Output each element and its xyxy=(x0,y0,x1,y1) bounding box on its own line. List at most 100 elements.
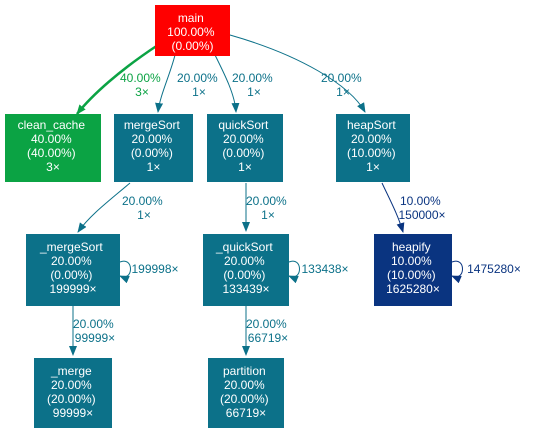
node-total-percent: 20.00% xyxy=(224,254,265,268)
node-box xyxy=(208,358,284,428)
node-function-name: heapSort xyxy=(347,118,396,132)
edge-mergesort-_mergesort: 20.00% 1× xyxy=(77,182,166,233)
node-box xyxy=(26,234,120,306)
svg-text:20.00% 1×: 20.00% 1× xyxy=(122,194,166,222)
node-call-count: 1× xyxy=(147,160,161,174)
node-partition[interactable]: partition 20.00% (20.00%) 66719× xyxy=(208,358,284,428)
node-total-percent: 40.00% xyxy=(31,132,72,146)
edge-_mergesort-self: 199998× xyxy=(119,260,179,284)
edge-label-percent: 20.00% xyxy=(321,71,362,85)
edge-label-count: 150000× xyxy=(398,208,445,222)
edge-label-count: 1475280× xyxy=(467,262,521,276)
edge-label-percent: 20.00% xyxy=(122,194,163,208)
svg-text:_quickSort 20.00%: _quickSort 20.00% (0.00%) 133439× xyxy=(215,240,276,296)
node-box xyxy=(155,5,230,56)
node-self-percent: (0.00%) xyxy=(131,146,173,160)
edge-label-percent: 40.00% xyxy=(120,71,161,85)
node-function-name: main xyxy=(178,11,204,25)
edge-main-quicksort: 20.00% 1× xyxy=(214,54,276,113)
node-box xyxy=(114,114,193,182)
node-total-percent: 20.00% xyxy=(223,132,264,146)
node-self-percent: (10.00%) xyxy=(347,146,396,160)
svg-text:quickSort 20.00% (: quickSort 20.00% (0.00%) 1× xyxy=(218,118,271,174)
svg-text:1475280×: 1475280× xyxy=(467,262,521,276)
node-self-percent: (0.00%) xyxy=(222,146,264,160)
svg-text:_merge 20.00% (20.: _merge 20.00% (20.00%) 99999× xyxy=(47,364,99,420)
edge-main-mergesort: 20.00% 1× xyxy=(155,54,218,113)
svg-text:10.00% 150000×: 10.00% 150000× xyxy=(398,194,445,222)
node-quicksort[interactable]: quickSort 20.00% (0.00%) 1× xyxy=(207,114,283,182)
edge-heapsort-heapify: 10.00% 150000× xyxy=(381,182,446,233)
node-total-percent: 20.00% xyxy=(351,132,392,146)
node-_merge[interactable]: _merge 20.00% (20.00%) 99999× xyxy=(34,358,112,428)
svg-text:partition 20.00% (: partition 20.00% (20.00%) 66719× xyxy=(220,364,272,420)
node-total-percent: 100.00% xyxy=(167,25,215,39)
node-box xyxy=(336,114,410,182)
node-call-count: 1× xyxy=(366,160,380,174)
edge-quicksort-_quicksort: 20.00% 1× xyxy=(242,183,290,232)
edge-label-percent: 10.00% xyxy=(400,194,441,208)
node-heapify[interactable]: heapify 10.00% (10.00%) 1625280× xyxy=(374,234,452,306)
node-_mergesort[interactable]: _mergeSort 20.00% (0.00%) 199999× xyxy=(26,234,120,306)
edge-label-count: 99999× xyxy=(75,331,115,345)
node-box xyxy=(34,358,112,428)
svg-text:20.00% 99999×: 20.00% 99999× xyxy=(73,317,117,345)
node-self-percent: (0.00%) xyxy=(171,39,213,53)
node-_quicksort[interactable]: _quickSort 20.00% (0.00%) 133439× xyxy=(203,234,289,306)
edge-main-clean-cache: 40.00% 3× xyxy=(76,43,164,115)
node-call-count: 1× xyxy=(238,160,252,174)
svg-text:mergeSort 20.00% (: mergeSort 20.00% (0.00%) 1× xyxy=(124,118,183,174)
node-total-percent: 10.00% xyxy=(391,254,432,268)
edge-_quicksort-partition: 20.00% 66719× xyxy=(242,306,290,356)
node-box xyxy=(374,234,452,306)
edge-label-percent: 20.00% xyxy=(73,317,114,331)
edge-label-count: 133438× xyxy=(301,262,348,276)
node-self-percent: (20.00%) xyxy=(220,392,269,406)
svg-text:_mergeSort 20.00%: _mergeSort 20.00% (0.00%) 199999× xyxy=(39,240,106,296)
edge-main-heapsort: 20.00% 1× xyxy=(229,34,366,113)
node-function-name: quickSort xyxy=(218,118,269,132)
node-main[interactable]: main 100.00% (0.00%) xyxy=(155,5,230,56)
edge-label-count: 1× xyxy=(261,208,275,222)
svg-text:heapSort 20.00% (1: heapSort 20.00% (10.00%) 1× xyxy=(347,118,399,174)
node-call-count: 199999× xyxy=(49,282,96,296)
node-function-name: _mergeSort xyxy=(39,240,103,254)
svg-text:20.00% 1×: 20.00% 1× xyxy=(232,71,276,99)
node-function-name: partition xyxy=(223,364,266,378)
svg-text:20.00% 66719×: 20.00% 66719× xyxy=(246,317,290,345)
edge-label-count: 1× xyxy=(137,208,151,222)
node-box xyxy=(203,234,289,306)
svg-text:199998×: 199998× xyxy=(131,262,178,276)
svg-text:main 100.00% (0.00: main 100.00% (0.00%) xyxy=(167,11,218,53)
edge-label-count: 3× xyxy=(135,85,149,99)
edge-label-percent: 20.00% xyxy=(177,71,218,85)
node-box xyxy=(5,114,101,182)
node-total-percent: 20.00% xyxy=(131,132,172,146)
svg-text:clean_cache 40.00%: clean_cache 40.00% (40.00%) 3× xyxy=(18,118,89,174)
node-mergesort[interactable]: mergeSort 20.00% (0.00%) 1× xyxy=(114,114,193,182)
node-clean-cache[interactable]: clean_cache 40.00% (40.00%) 3× xyxy=(5,114,101,182)
node-function-name: clean_cache xyxy=(18,118,86,132)
edge-label-count: 1× xyxy=(247,85,261,99)
node-call-count: 66719× xyxy=(226,406,266,420)
edge-label-count: 1× xyxy=(336,85,350,99)
node-self-percent: (20.00%) xyxy=(47,392,96,406)
node-function-name: mergeSort xyxy=(124,118,181,132)
edge-label-percent: 20.00% xyxy=(232,71,273,85)
node-self-percent: (0.00%) xyxy=(223,268,265,282)
node-total-percent: 20.00% xyxy=(224,378,265,392)
edge-_mergesort-_merge: 20.00% 99999× xyxy=(69,306,117,356)
node-call-count: 1625280× xyxy=(386,282,440,296)
edge-heapify-self: 1475280× xyxy=(451,260,521,284)
svg-text:heapify 10.00% (10: heapify 10.00% (10.00%) 1625280× xyxy=(386,240,440,296)
svg-text:40.00% 3×: 40.00% 3× xyxy=(120,71,164,99)
edge-label-count: 1× xyxy=(192,85,206,99)
node-total-percent: 20.00% xyxy=(51,254,92,268)
node-heapsort[interactable]: heapSort 20.00% (10.00%) 1× xyxy=(336,114,410,182)
node-call-count: 3× xyxy=(46,160,60,174)
svg-text:20.00% 1×: 20.00% 1× xyxy=(246,194,290,222)
node-self-percent: (40.00%) xyxy=(27,146,76,160)
node-function-name: heapify xyxy=(392,240,431,254)
node-call-count: 133439× xyxy=(222,282,269,296)
svg-text:20.00% 1×: 20.00% 1× xyxy=(321,71,365,99)
